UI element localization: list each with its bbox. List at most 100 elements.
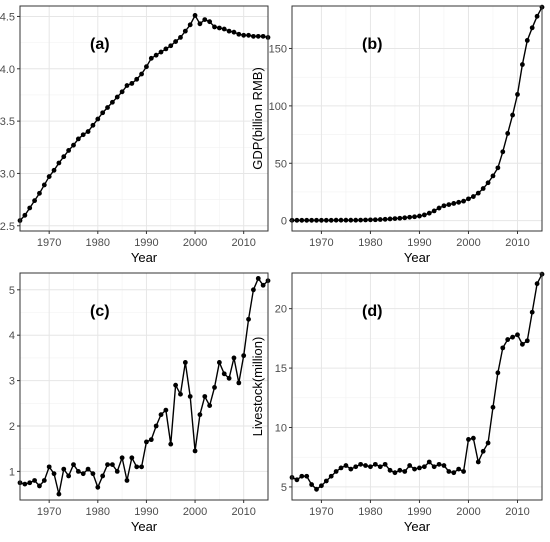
data-point [255,276,261,281]
data-point [475,459,481,465]
data-point [139,71,144,77]
data-point [412,466,417,472]
y-tick-label: 5 [281,482,287,494]
x-tick-label: 1970 [37,506,61,518]
data-point [353,217,359,223]
data-point [95,484,101,490]
x-tick-label: 2010 [505,506,529,518]
data-point [358,461,364,467]
y-tick-label: 10 [275,423,287,435]
y-axis-title: Livestock(million) [250,337,265,437]
data-point [529,309,535,315]
y-tick-label: 50 [275,158,287,170]
data-point [368,464,373,470]
data-point [436,205,442,211]
data-point [333,469,339,474]
data-point [56,160,62,166]
data-point [466,196,471,202]
data-point [377,464,383,470]
data-point [37,190,42,196]
data-point [490,404,496,410]
data-point [382,461,388,467]
data-point [178,391,183,397]
data-point [515,91,520,97]
data-point [22,212,28,218]
x-tick-label: 1990 [407,506,431,518]
data-point [299,473,305,479]
chart-panel-c: 1970198019902000201012345YearFood(millio… [9,272,271,534]
panel-border [291,5,543,232]
data-point [139,464,144,470]
data-point [353,464,359,470]
y-tick-label: 15 [275,363,287,375]
data-point [441,203,447,209]
data-point [343,217,349,223]
data-point [436,461,442,467]
data-point [519,62,525,67]
data-point [490,173,496,179]
x-tick-label: 1980 [86,506,110,518]
data-point [387,216,393,222]
data-point [37,483,42,489]
y-tick-label: 0 [281,216,287,228]
data-point [129,81,135,86]
y-tick-label: 3.0 [0,168,15,180]
data-point [397,215,403,221]
y-tick-label: 4 [9,330,15,342]
data-point [182,28,188,34]
data-point [105,105,110,110]
data-point [109,462,115,467]
series-line [291,273,543,491]
y-tick-label: 3 [9,376,15,388]
data-point [392,470,398,476]
data-point [510,112,515,118]
y-tick-label: 3.5 [0,116,15,128]
panel-border [19,272,269,501]
data-point [323,217,329,223]
data-point [100,110,106,116]
data-point [485,440,491,446]
data-point [202,394,208,399]
data-point [105,462,110,467]
data-point [456,199,462,205]
data-point [475,190,481,196]
data-point [46,464,52,470]
data-point [168,441,174,447]
data-point [134,76,140,82]
data-point [226,28,232,34]
data-point [236,31,242,37]
panel-border [291,272,543,501]
data-point [61,466,67,472]
data-point [226,375,232,381]
data-point [221,26,227,32]
data-point [309,217,315,223]
y-tick-label: 4.0 [0,64,15,76]
data-point [446,202,452,207]
x-tick-label: 1990 [134,506,158,518]
data-point [216,25,222,31]
data-point [71,142,76,148]
data-point [372,217,378,223]
x-axis-title: Year [131,519,158,534]
data-point [187,22,193,28]
data-point [524,338,530,344]
data-point [124,478,130,483]
data-point [470,435,476,441]
x-tick-label: 1990 [134,237,158,249]
data-point [192,448,198,454]
y-tick-label: 100 [269,101,287,113]
data-point [358,217,364,223]
data-point [456,466,462,472]
y-tick-label: 150 [269,43,287,55]
data-point [207,19,213,25]
data-point [163,407,169,413]
data-point [173,39,179,44]
data-point [158,412,164,418]
data-point [144,64,149,70]
data-point [382,216,388,222]
data-point [505,131,511,136]
panel-label: (a) [90,36,110,53]
chart-panel-a: 197019801990200020102.53.03.54.04.5YearP… [0,5,271,265]
data-point [212,385,217,390]
data-point [377,217,383,222]
